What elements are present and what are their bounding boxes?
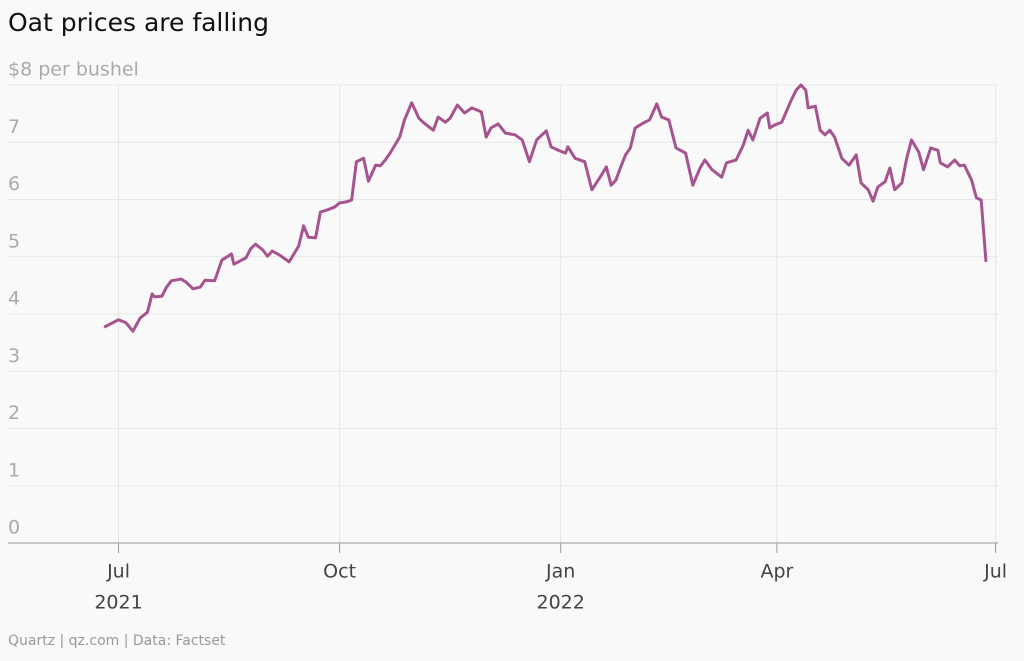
source: Quartz | qz.com | Data: Factset [8,633,226,649]
x-tick-label: Jul [983,561,1007,583]
y-tick-label: 3 [8,345,20,367]
price-line [103,83,988,333]
y-tick-label: 4 [8,288,20,310]
y-tick-label: $8 per bushel [8,59,139,81]
x-tick-label: Jul [106,561,130,583]
chart-title: Oat prices are falling [8,8,269,37]
y-tick-label: 5 [8,230,20,252]
y-tick-label: 1 [8,459,20,481]
x-tick-label: Oct [323,561,356,583]
y-tick-label: 2 [8,402,20,424]
y-tick-label: 6 [8,173,20,195]
y-tick-label: 0 [8,517,20,539]
x-year-label: 2022 [536,592,584,614]
y-tick-label: 7 [8,116,20,138]
x-year-label: 2021 [94,592,142,614]
x-tick-label: Apr [760,561,793,583]
x-tick-label: Jan [545,561,575,583]
